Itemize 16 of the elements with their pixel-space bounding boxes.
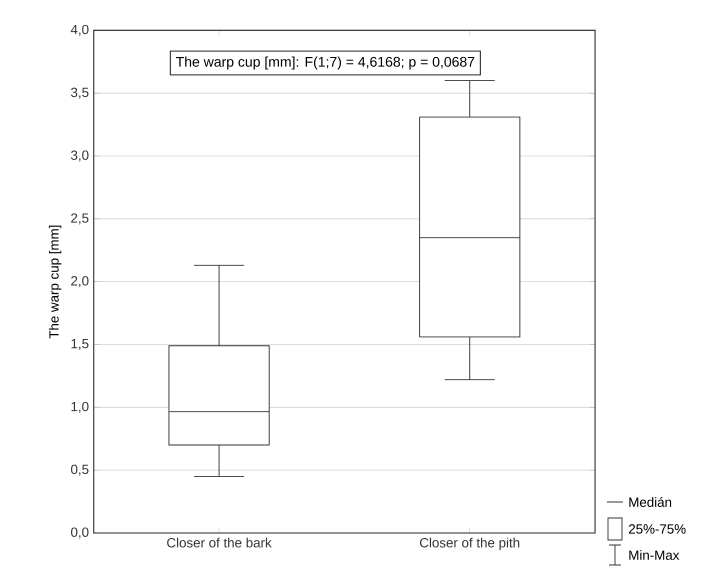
- x-tick-label: Closer of the pith: [420, 538, 520, 550]
- y-tick-label: 0,5: [71, 464, 88, 476]
- text: Min-Max: [629, 550, 680, 560]
- text: 25%-75%: [628, 524, 686, 534]
- y-tick-label: 1,0: [72, 402, 89, 413]
- y-tick-label: 0,0: [71, 527, 89, 538]
- annotation: The warp cup [mm]: F(1;7) = 4,6168; p = 0,0687: [176, 56, 474, 70]
- text: Medián: [629, 497, 672, 507]
- y-tick-label: 1,5: [72, 339, 88, 350]
- y-tick-label: 2,5: [71, 213, 88, 224]
- y-tick-label: 3,0: [70, 150, 89, 162]
- y-tick-label: 4,0: [70, 24, 89, 36]
- y-tick-label: 3,5: [70, 88, 88, 99]
- x-tick-label: Closer of the bark: [167, 538, 272, 548]
- y-tick-label: 2,0: [71, 276, 89, 288]
- y-axis-title: The warp cup [mm]: [48, 226, 62, 338]
